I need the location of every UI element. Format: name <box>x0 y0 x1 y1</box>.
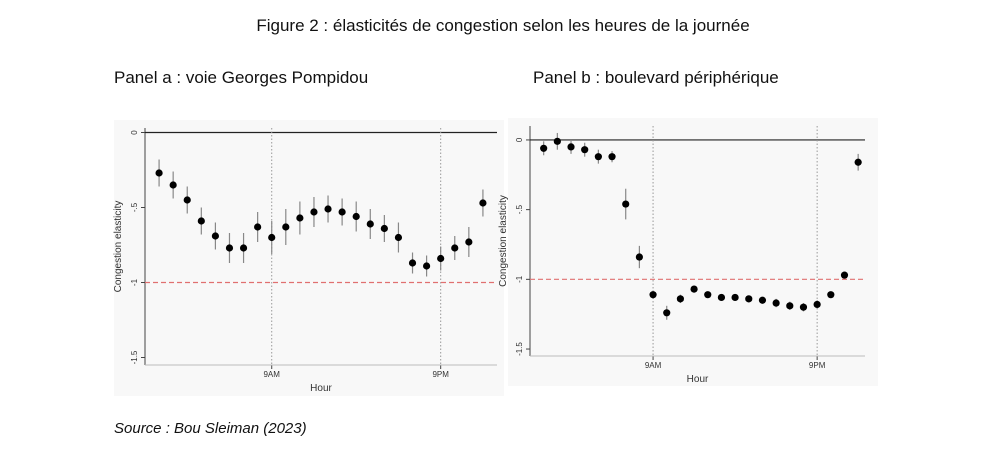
point <box>366 220 374 228</box>
point <box>155 169 163 177</box>
x-tick-label: 9PM <box>432 370 449 379</box>
y-tick-label: -1 <box>130 278 139 286</box>
point <box>594 153 602 161</box>
point <box>197 217 205 225</box>
point <box>731 293 739 302</box>
point <box>567 143 575 151</box>
point <box>772 299 780 307</box>
panel-background <box>508 118 878 386</box>
point <box>813 300 821 309</box>
point <box>479 199 487 207</box>
source: Source : Bou Sleiman (2023) <box>114 420 307 437</box>
y-tick-label: -1.5 <box>515 342 524 356</box>
point <box>827 291 835 299</box>
point <box>840 271 849 279</box>
x-axis-label: Hour <box>687 374 709 385</box>
y-tick-label: 0 <box>515 137 524 142</box>
point <box>717 293 726 302</box>
point <box>268 233 276 242</box>
point <box>649 291 657 299</box>
y-tick-label: -.5 <box>515 204 524 214</box>
x-axis-label: Hour <box>310 383 332 394</box>
point <box>183 196 191 204</box>
point <box>799 303 808 311</box>
point <box>225 244 234 252</box>
x-tick-label: 9PM <box>809 361 826 370</box>
point <box>380 224 388 233</box>
point <box>704 291 712 299</box>
y-tick-label: -.5 <box>130 202 139 212</box>
panel-background <box>114 120 504 396</box>
point <box>254 223 262 231</box>
point <box>465 238 473 246</box>
panel-title: Panel a : voie Georges Pompidou <box>114 68 368 87</box>
point <box>663 309 671 317</box>
point <box>745 295 753 303</box>
point <box>296 214 304 222</box>
point <box>239 244 248 252</box>
point <box>408 259 417 267</box>
point <box>622 200 630 208</box>
point <box>786 302 794 310</box>
point <box>352 212 360 221</box>
point <box>635 253 643 261</box>
panel-title: Panel b : boulevard périphérique <box>533 68 779 87</box>
point <box>451 244 459 252</box>
point <box>282 223 290 231</box>
y-tick-label: 0 <box>130 130 139 135</box>
point <box>324 205 332 213</box>
point <box>310 208 318 216</box>
point <box>854 158 862 166</box>
point <box>676 295 685 303</box>
point <box>690 285 698 293</box>
point <box>394 233 403 242</box>
y-axis-label: Congestion elasticity <box>113 201 124 293</box>
point <box>608 153 616 161</box>
x-tick-label: 9AM <box>645 361 662 370</box>
x-tick-label: 9AM <box>263 370 280 379</box>
point <box>581 146 589 154</box>
figure-title: Figure 2 : élasticités de congestion sel… <box>256 16 749 35</box>
point <box>169 181 177 189</box>
point <box>423 262 431 270</box>
point <box>758 296 767 304</box>
point <box>211 232 219 240</box>
y-tick-label: -1.5 <box>130 350 139 364</box>
point <box>437 254 445 263</box>
point <box>338 208 346 216</box>
point <box>553 137 561 145</box>
y-tick-label: -1 <box>515 275 524 283</box>
point <box>540 144 548 152</box>
y-axis-label: Congestion elasticity <box>498 195 509 287</box>
